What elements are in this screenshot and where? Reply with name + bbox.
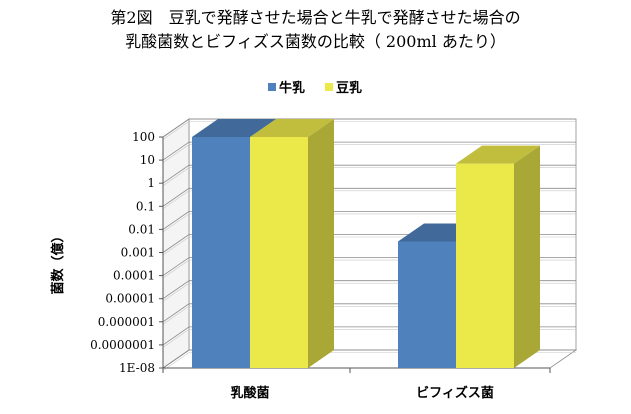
y-tick-labels: 1E-08 0.0000001 0.000001 0.00001 0.0001 0.001… (90, 130, 163, 375)
bar-front (398, 241, 456, 368)
y-tick-label: 0.001 (121, 246, 155, 260)
bar-top (456, 145, 540, 164)
legend-swatch (268, 83, 276, 91)
y-tick-label: 0.0001 (113, 269, 155, 283)
gridline-shadow (162, 144, 576, 163)
gridline (162, 164, 576, 184)
y-tick-label: 0.000001 (98, 315, 155, 329)
gridline (162, 141, 576, 161)
gridline (162, 118, 576, 138)
bar-front (456, 163, 514, 368)
chart-title-line1: 第2図 豆乳で発酵させた場合と牛乳で発酵させた場合の (110, 8, 521, 27)
y-tick-label: 0.01 (128, 222, 155, 236)
y-axis-label: 菌数（億） (50, 229, 66, 294)
bar-top (250, 119, 334, 137)
bar-front (192, 137, 250, 368)
gridline-shadow (162, 213, 576, 233)
bar-top (192, 119, 276, 137)
gridline-shadow (162, 167, 576, 186)
y-tick-label: 10 (140, 153, 155, 167)
y-tick-label: 0.0000001 (90, 338, 155, 352)
bar-side (514, 145, 540, 368)
legend-label: 牛乳 (279, 80, 305, 96)
bar-side (308, 119, 334, 368)
bar-front (250, 137, 308, 368)
bar-2-豆乳 (456, 145, 540, 368)
y-tick-label: 1 (147, 176, 155, 190)
gridline (162, 210, 576, 230)
legend-label: 豆乳 (336, 80, 362, 96)
gridline-shadow (162, 190, 576, 210)
gridline (162, 187, 576, 207)
y-tick-label: 0.00001 (105, 292, 155, 306)
x-category-label: ビフィズス菌 (416, 385, 494, 401)
legend-swatch (325, 83, 333, 91)
gridline-shadow (162, 121, 576, 140)
bar-1-豆乳 (250, 119, 334, 368)
x-category-labels: 乳酸菌 ビフィズス菌 (230, 385, 493, 401)
gridlines (162, 118, 576, 371)
y-tick-label: 100 (132, 130, 155, 144)
y-tick-label: 1E-08 (119, 361, 155, 375)
y-tick-label: 0.1 (136, 199, 155, 213)
legend: 牛乳 豆乳 (268, 80, 362, 96)
chart-title-line2: 乳酸菌数とビフィズス菌数の比較（ 200ml あたり） (125, 32, 506, 51)
bars (192, 119, 540, 368)
x-category-label: 乳酸菌 (230, 385, 269, 401)
chart-title: 第2図 豆乳で発酵させた場合と牛乳で発酵させた場合の 乳酸菌数とビフィズス菌数の… (0, 6, 631, 54)
